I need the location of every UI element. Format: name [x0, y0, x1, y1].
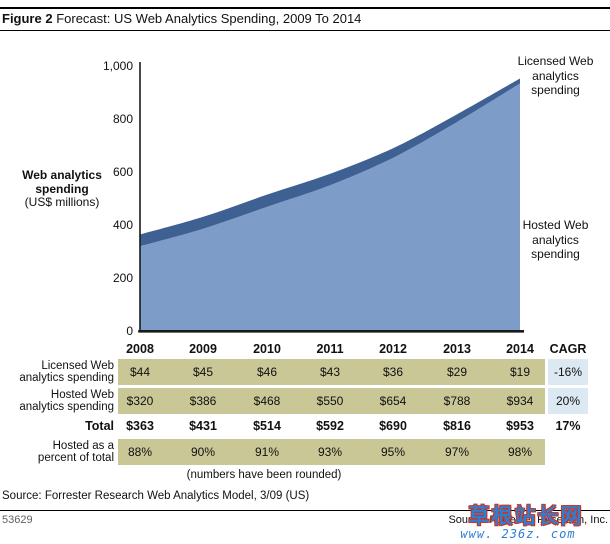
table-cell-licensed: $46 — [256, 365, 278, 379]
column-header-year: 2014 — [506, 342, 534, 356]
licensed-area-series — [140, 78, 520, 247]
y-axis-title-line1: Web analytics — [22, 168, 102, 182]
y-axis-title: Web analytics spending (US$ millions) — [8, 168, 116, 210]
column-header-year: 2010 — [253, 342, 281, 356]
row-label-line: Hosted as a — [52, 439, 114, 452]
table-cell-hosted-percent: 88% — [127, 445, 153, 459]
table-cell-total: $953 — [506, 419, 534, 433]
row-label-hosted: Hosted Web analytics spending — [0, 388, 114, 414]
y-axis-tick: 400 — [113, 218, 133, 232]
table-cell-hosted-percent: 98% — [507, 445, 533, 459]
licensed-annotation-line: analytics — [532, 68, 579, 83]
watermark-text: 草根站长网 — [468, 505, 584, 528]
table-cell-total: $363 — [126, 419, 154, 433]
y-axis-tick: 600 — [113, 165, 133, 179]
hosted-series-annotation: Hosted Web analytics spending — [503, 218, 608, 262]
table-row-band-hosted-percent — [118, 439, 545, 465]
figure-label: Figure 2 — [2, 11, 53, 26]
cagr-cell-total: 17% — [555, 419, 581, 433]
table-cell-total: $592 — [316, 419, 344, 433]
column-header-cagr: CAGR — [549, 342, 587, 356]
hosted-area-series — [140, 83, 520, 331]
table-cell-licensed: $19 — [509, 365, 531, 379]
figure-title: Forecast: US Web Analytics Spending, 200… — [56, 11, 362, 26]
hosted-annotation-line: spending — [531, 247, 580, 261]
table-row-band-hosted — [118, 388, 545, 414]
hosted-annotation-line: Hosted Web — [522, 218, 589, 232]
licensed-series-annotation: Licensed Web analytics spending — [503, 54, 608, 98]
table-cell-total: $431 — [189, 419, 217, 433]
title-rule — [0, 30, 610, 31]
licensed-annotation-line: spending — [531, 83, 580, 97]
y-axis-unit: (US$ millions) — [24, 195, 100, 209]
table-cell-total: $816 — [443, 419, 471, 433]
row-label-hosted-percent: Hosted as a percent of total — [0, 439, 114, 465]
footer-rule — [0, 510, 610, 511]
table-cell-hosted: $386 — [189, 394, 217, 408]
footer-source: Source: Forrester Research, Inc. — [448, 514, 608, 526]
document-number: 53629 — [2, 514, 33, 526]
table-cell-licensed: $44 — [129, 365, 151, 379]
hosted-annotation-line: analytics — [532, 232, 579, 247]
table-cell-hosted-percent: 91% — [254, 445, 280, 459]
watermark-url: www. 236z. com — [460, 527, 576, 541]
y-axis-tick: 200 — [113, 271, 133, 285]
table-row-band-licensed — [118, 359, 545, 385]
row-label-line: analytics spending — [19, 372, 114, 384]
table-cell-hosted: $654 — [379, 394, 407, 408]
column-header-year: 2011 — [316, 342, 344, 356]
table-cell-licensed: $45 — [192, 365, 214, 379]
row-label-line: percent of total — [37, 452, 114, 464]
row-label-total: Total — [0, 418, 114, 435]
top-rule — [0, 7, 610, 9]
source-note: Source: Forrester Research Web Analytics… — [2, 490, 310, 502]
row-label-licensed: Licensed Web analytics spending — [0, 359, 114, 385]
y-axis-tick: 800 — [113, 112, 133, 126]
table-cell-hosted: $788 — [443, 394, 471, 408]
row-label-line: Licensed Web — [41, 359, 114, 372]
table-cell-hosted: $934 — [506, 394, 534, 408]
table-cell-total: $514 — [253, 419, 281, 433]
table-cell-total: $690 — [379, 419, 407, 433]
y-axis-tick: 1,000 — [103, 59, 133, 73]
column-header-year: 2009 — [189, 342, 217, 356]
column-header-year: 2013 — [443, 342, 471, 356]
rounding-note: (numbers have been rounded) — [186, 469, 342, 481]
column-header-year: 2012 — [379, 342, 407, 356]
table-cell-licensed: $36 — [382, 365, 404, 379]
table-cell-hosted-percent: 93% — [317, 445, 343, 459]
row-label-line: Total — [85, 419, 114, 434]
table-cell-hosted-percent: 95% — [380, 445, 406, 459]
table-cell-licensed: $29 — [446, 365, 468, 379]
y-axis-title-line2: spending — [35, 181, 89, 196]
licensed-annotation-line: Licensed Web — [517, 54, 594, 68]
row-label-line: Hosted Web — [50, 388, 114, 401]
stacked-area-chart: 1,000 800 600 400 200 0 — [103, 59, 524, 338]
y-axis-tick: 0 — [126, 324, 133, 338]
table-cell-hosted: $550 — [316, 394, 344, 408]
table-cell-hosted: $468 — [253, 394, 281, 408]
figure-title-line: Figure 2 Forecast: US Web Analytics Spen… — [2, 11, 361, 26]
table-cell-hosted-percent: 97% — [444, 445, 470, 459]
table-cell-hosted-percent: 90% — [190, 445, 216, 459]
column-header-year: 2008 — [126, 342, 154, 356]
row-label-line: analytics spending — [19, 401, 114, 413]
table-cell-licensed: $43 — [319, 365, 341, 379]
cagr-cell-hosted: 20% — [548, 388, 588, 414]
cagr-cell-licensed: -16% — [548, 359, 588, 385]
table-cell-hosted: $320 — [126, 394, 154, 408]
